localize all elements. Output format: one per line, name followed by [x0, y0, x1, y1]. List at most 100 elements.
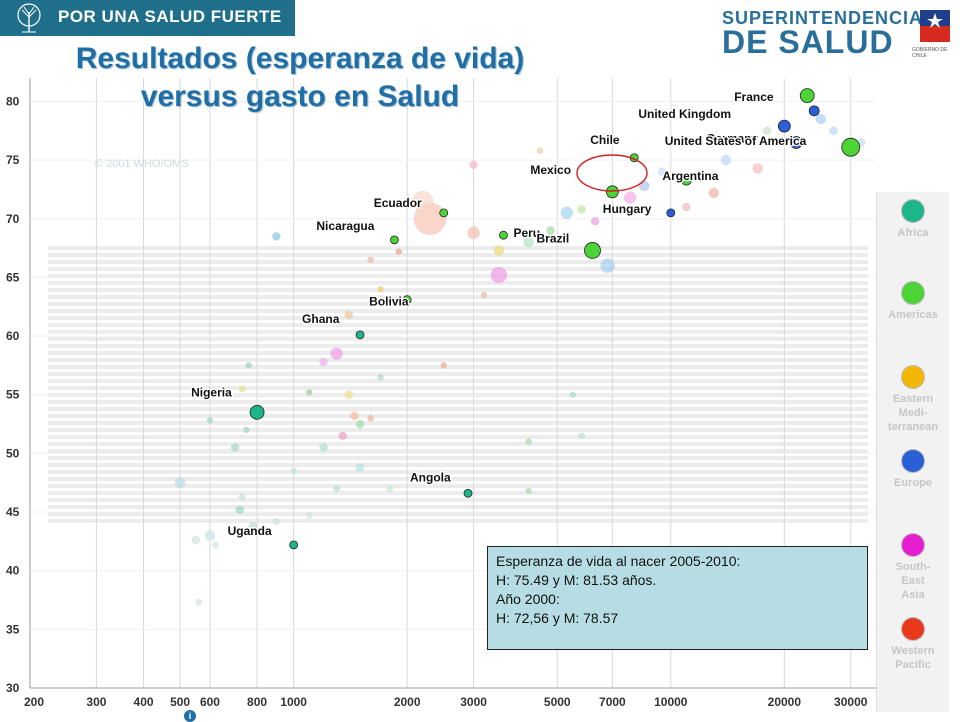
background-point	[230, 443, 240, 452]
background-point	[355, 419, 365, 429]
info-line-1: Esperanza de vida al nacer 2005-2010:	[496, 553, 741, 569]
watermark-strip	[48, 358, 868, 362]
background-point	[305, 512, 313, 519]
watermark-strip	[48, 267, 868, 271]
point-label: United Kingdom	[638, 107, 731, 121]
background-point	[206, 417, 214, 424]
background-point	[333, 485, 340, 492]
legend-dot-western-pacific	[902, 618, 924, 640]
watermark-strip	[48, 512, 868, 516]
background-point	[257, 529, 265, 537]
x-tick-label: 300	[86, 695, 106, 709]
legend-dot-south-east-asia	[902, 534, 924, 556]
data-point-ecuador	[439, 208, 449, 218]
watermark-strip	[48, 365, 868, 369]
x-tick-label: 600	[200, 695, 220, 709]
legend-item-western-pacific[interactable]: Western Pacific	[877, 618, 949, 672]
x-tick-label: 20000	[768, 695, 802, 709]
data-point-mexico	[605, 185, 619, 199]
background-point	[546, 226, 555, 235]
x-tick-label: 5000	[544, 695, 571, 709]
background-point	[290, 467, 297, 475]
data-point-brazil	[584, 242, 601, 259]
watermark-strip	[48, 414, 868, 418]
government-label: GOBIERNO DE CHILE	[912, 47, 948, 59]
legend-dot-europe	[902, 450, 924, 472]
watermark-strip	[48, 407, 868, 411]
y-tick-label: 35	[6, 622, 20, 636]
background-point	[235, 505, 245, 514]
background-point	[395, 248, 403, 255]
y-tick-label: 30	[6, 681, 20, 695]
watermark-strip	[48, 456, 868, 460]
x-tick-label: 7000	[599, 695, 626, 709]
watermark-strip	[48, 428, 868, 432]
data-point-france	[808, 105, 820, 117]
background-point	[272, 232, 281, 241]
background-point	[752, 163, 763, 174]
background-point	[467, 226, 480, 240]
background-point	[493, 245, 505, 256]
info-icon[interactable]: i	[184, 710, 196, 722]
life-expectancy-info-box: Esperanza de vida al nacer 2005-2010: H:…	[487, 546, 868, 650]
watermark-strip	[48, 246, 868, 250]
background-point	[204, 530, 216, 541]
legend-item-eastern-mediterranean[interactable]: Eastern Medi- terranean	[877, 366, 949, 434]
y-tick-label: 75	[6, 153, 20, 167]
x-tick-label: 1000	[280, 695, 307, 709]
background-point	[720, 154, 732, 166]
x-tick-label: 200	[24, 695, 44, 709]
watermark-strip	[48, 421, 868, 425]
background-point	[525, 487, 532, 495]
background-point	[682, 202, 691, 212]
background-point	[525, 438, 532, 445]
legend-dot-eastern-mediterranean	[902, 366, 924, 388]
legend-label-eastern-mediterranean: Eastern Medi- terranean	[887, 393, 939, 433]
slogan-text: POR UNA SALUD FUERTE	[58, 7, 282, 26]
highlighted-points	[249, 88, 861, 550]
point-label: Mexico	[530, 163, 571, 177]
point-label: Hungary	[603, 202, 652, 216]
watermark-strip	[48, 491, 868, 495]
org-name-line2: DE SALUD	[722, 24, 894, 60]
legend-dot-africa	[902, 200, 924, 222]
background-point	[480, 291, 488, 299]
point-label: Canada	[741, 78, 785, 81]
info-line-3: Año 2000:	[496, 591, 560, 607]
y-tick-label: 50	[6, 446, 20, 460]
point-label: Germany	[706, 132, 758, 146]
background-point	[367, 414, 374, 422]
legend-item-americas[interactable]: Americas	[877, 282, 949, 322]
info-line-2: H: 75.49 y M: 81.53 años.	[496, 572, 657, 588]
x-tick-label: 500	[170, 695, 190, 709]
background-point	[386, 485, 394, 492]
background-point	[273, 518, 280, 525]
legend-label-south-east-asia: South- East Asia	[895, 561, 931, 601]
background-point	[377, 285, 384, 293]
background-point	[440, 362, 447, 369]
y-tick-label: 40	[6, 564, 20, 578]
background-point	[623, 191, 637, 204]
data-point-united-states-of-america	[841, 137, 861, 157]
point-label: Angola	[410, 470, 451, 484]
background-point	[578, 432, 585, 440]
background-point	[245, 362, 252, 369]
data-point-ghana	[355, 330, 365, 340]
watermark-bands	[48, 246, 868, 523]
legend-item-south-east-asia[interactable]: South- East Asia	[877, 534, 949, 602]
watermark-strip	[48, 330, 868, 334]
background-point	[344, 390, 353, 399]
watermark-strip	[48, 505, 868, 509]
legend-item-europe[interactable]: Europe	[877, 450, 949, 490]
point-label: Nicaragua	[316, 219, 374, 233]
background-point	[367, 256, 374, 264]
background-point	[305, 389, 313, 396]
region-legend: Africa Americas Eastern Medi- terranean …	[876, 192, 949, 712]
watermark-strip	[48, 449, 868, 453]
background-point	[815, 113, 827, 125]
x-tick-label: 10000	[654, 695, 688, 709]
legend-item-africa[interactable]: Africa	[877, 200, 949, 240]
background-point	[338, 431, 348, 441]
point-label: United States of America	[665, 134, 807, 148]
